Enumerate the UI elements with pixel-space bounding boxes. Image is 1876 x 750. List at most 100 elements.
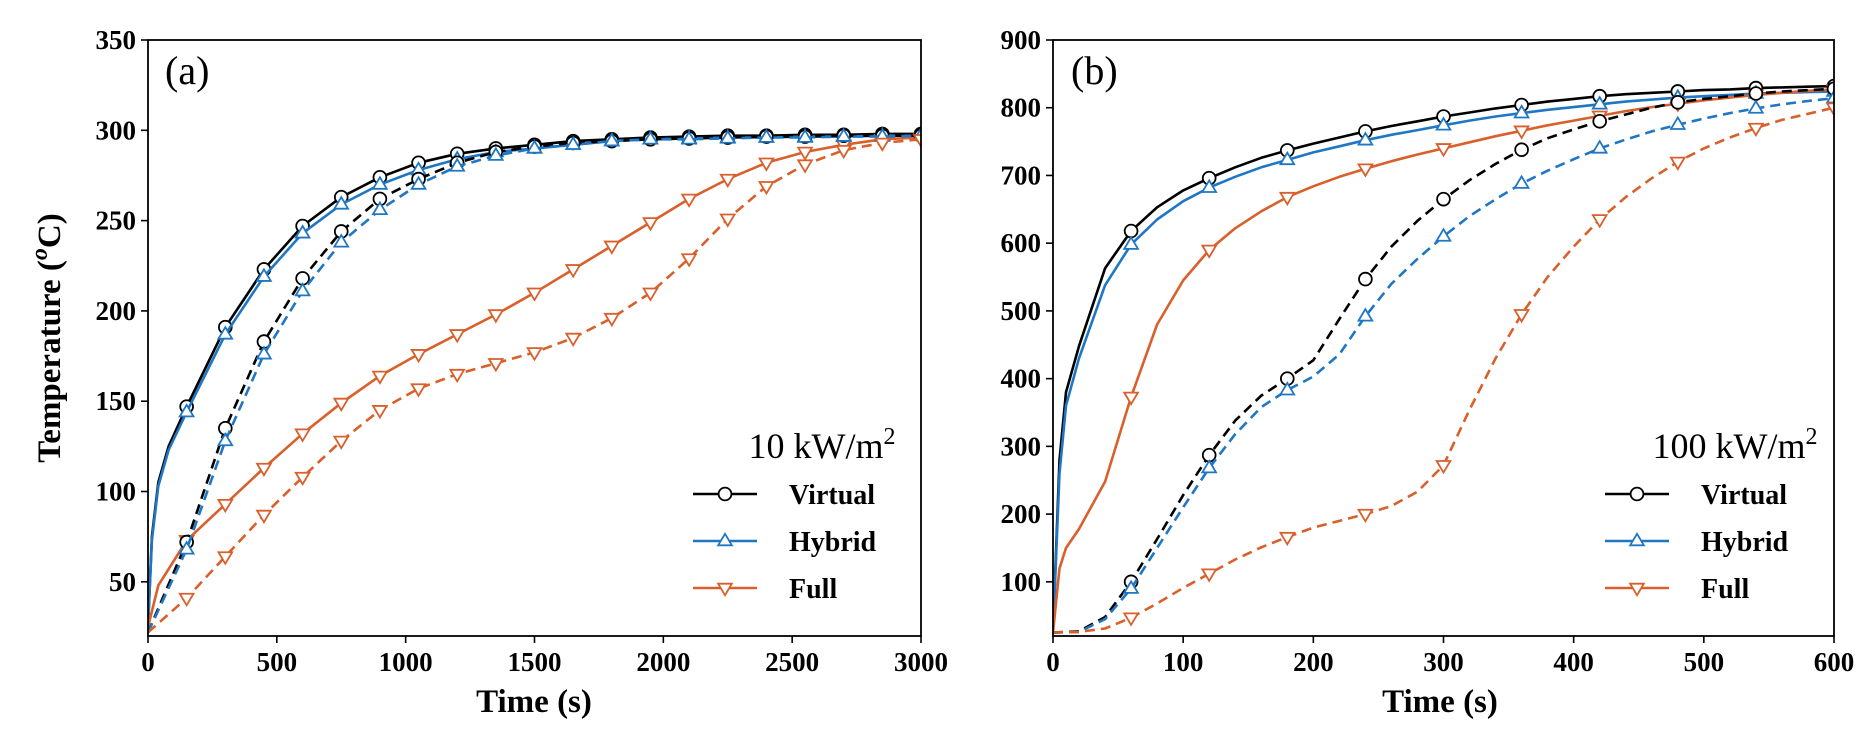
data-point <box>1435 460 1452 475</box>
legend-entry-hybrid: Hybrid <box>693 527 877 558</box>
y-tick-label: 250 <box>96 206 137 236</box>
legend-marker <box>717 486 733 502</box>
legend-marker <box>1628 532 1646 547</box>
data-point <box>835 144 853 160</box>
x-tick-label: 0 <box>1046 647 1060 677</box>
data-point <box>1200 459 1218 474</box>
x-tick-label: 100 <box>1163 647 1204 677</box>
legend-label: Full <box>789 574 837 605</box>
panel-a-tag: (a) <box>165 48 209 93</box>
data-point <box>603 132 621 147</box>
series-line <box>1053 88 1834 633</box>
data-point <box>371 200 389 215</box>
x-tick-label: 1000 <box>379 647 433 677</box>
y-tick-label: 100 <box>96 477 137 507</box>
data-point <box>719 173 737 189</box>
data-point <box>448 157 466 172</box>
legend-label: Virtual <box>789 480 875 511</box>
panel-a-x-axis-label: Time (s) <box>476 684 592 720</box>
legend: 100 kW/m2 Virtual Hybrid Full <box>1605 424 1817 605</box>
data-point <box>332 233 350 248</box>
data-point <box>216 551 234 566</box>
data-point <box>1356 307 1374 322</box>
data-point <box>1592 113 1607 129</box>
data-point <box>1669 156 1687 171</box>
data-point <box>1670 95 1686 110</box>
y-tick-label: 600 <box>1001 228 1042 258</box>
data-point <box>642 217 659 232</box>
data-point <box>796 159 814 174</box>
series-virtual-dashed <box>1053 81 1834 634</box>
series-line <box>1053 84 1834 633</box>
legend: 10 kW/m2 Virtual Hybrid Full <box>693 424 895 605</box>
data-point <box>410 383 427 398</box>
data-point <box>255 345 273 360</box>
y-tick-label: 400 <box>1001 364 1042 394</box>
data-point <box>371 175 389 190</box>
data-point <box>332 435 350 450</box>
data-point <box>796 146 814 161</box>
data-point <box>1123 223 1139 239</box>
data-point <box>1591 95 1609 110</box>
data-point <box>371 405 389 420</box>
panel-a-chart: 0 500 1000 1500 2000 2500 3000 50 100 150 200 250 30… <box>96 25 949 720</box>
data-point <box>873 137 891 152</box>
panel-b-x-axis-label: Time (s) <box>1382 684 1498 720</box>
data-point <box>1513 174 1531 189</box>
data-point <box>526 287 543 302</box>
data-point <box>564 264 582 279</box>
data-point <box>1122 391 1140 406</box>
data-point <box>1513 125 1531 140</box>
data-point <box>757 157 775 172</box>
y-tick-label: 900 <box>1001 25 1042 55</box>
data-point <box>912 134 921 149</box>
y-tick-label: 200 <box>1001 499 1042 529</box>
series-line <box>1053 90 1834 633</box>
x-tick-label: 200 <box>1293 647 1334 677</box>
data-point <box>487 358 505 373</box>
data-point <box>1825 89 1834 104</box>
x-tick-label: 400 <box>1553 647 1594 677</box>
x-tick-label: 500 <box>257 647 298 677</box>
data-point <box>448 368 466 384</box>
data-point <box>178 592 196 608</box>
data-point <box>564 135 582 150</box>
x-tick-label: 1500 <box>508 647 562 677</box>
data-point <box>216 325 234 340</box>
panel-b-chart: 0 100 200 300 400 500 600 100 200 300 400 500 600 700… <box>1001 25 1855 720</box>
data-point <box>1278 191 1296 207</box>
y-tick-label: 50 <box>109 567 136 597</box>
data-point <box>1748 86 1764 101</box>
data-point <box>487 146 505 161</box>
y-tick-label: 350 <box>96 25 137 55</box>
data-point <box>371 370 389 385</box>
y-tick-label: 150 <box>96 386 137 416</box>
data-point <box>294 224 312 239</box>
data-point <box>178 403 196 418</box>
series-line <box>148 138 921 634</box>
data-point <box>1514 142 1529 158</box>
x-tick-label: 0 <box>141 647 155 677</box>
data-point <box>332 195 350 210</box>
data-point <box>1278 531 1296 547</box>
x-tick-label: 300 <box>1423 647 1464 677</box>
data-point <box>1669 115 1687 130</box>
data-point <box>1435 116 1452 131</box>
x-tick-label: 2500 <box>765 647 819 677</box>
series-full-dashed <box>1053 102 1834 634</box>
legend-entry-hybrid: Hybrid <box>1605 527 1789 558</box>
data-point <box>757 128 775 143</box>
data-point <box>1278 150 1296 166</box>
legend-label: Hybrid <box>789 527 877 558</box>
data-point <box>642 130 659 145</box>
data-point <box>680 130 698 145</box>
legend-entry-full: Full <box>693 574 837 605</box>
legend-marker <box>1629 486 1645 502</box>
legend-marker <box>716 582 734 597</box>
data-point <box>448 329 466 344</box>
data-point <box>1356 508 1374 524</box>
series-line <box>148 136 921 628</box>
data-point <box>1356 163 1374 178</box>
data-point <box>642 287 659 302</box>
